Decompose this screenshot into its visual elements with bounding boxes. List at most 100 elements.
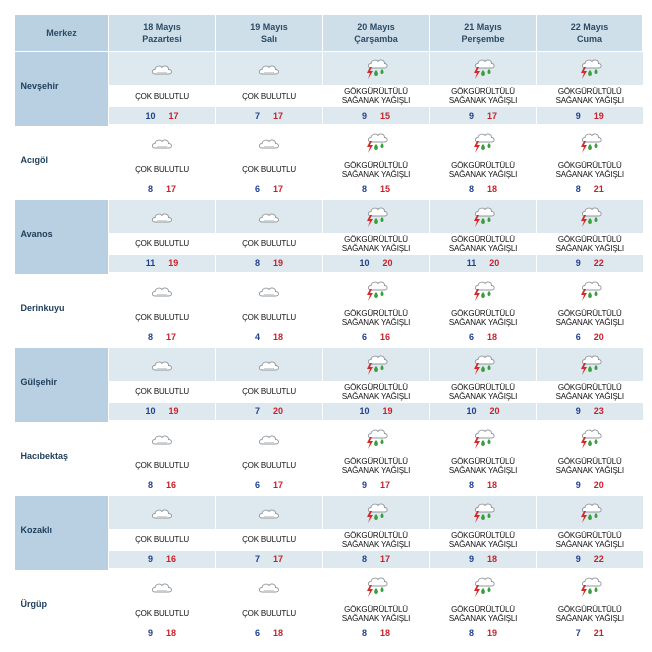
condition-line-2: SAĞANAK YAĞIŞLI: [341, 613, 411, 623]
thunderstorm-rain-icon: [474, 429, 495, 449]
condition-line-2: SAĞANAK YAĞIŞLI: [341, 391, 411, 401]
condition-line-1: GÖKGÜRÜLTÜLÜ: [344, 234, 408, 244]
weather-icon-area: [430, 199, 536, 233]
cloud-icon: [258, 65, 279, 75]
temperature-pair: 8 17: [109, 328, 215, 346]
condition-line-1: GÖKGÜRÜLTÜLÜ: [451, 456, 515, 466]
weather-icon-area: [323, 421, 429, 455]
condition-text: GÖKGÜRÜLTÜLÜ SAĞANAK YAĞIŞLI: [323, 232, 429, 255]
condition-label: ÇOK BULUTLU: [242, 461, 296, 470]
low-temp: 8: [575, 184, 581, 194]
condition-line-2: SAĞANAK YAĞIŞLI: [555, 539, 624, 549]
condition-text: ÇOK BULUTLU: [109, 85, 215, 107]
low-temp: 9: [361, 110, 367, 121]
weather-icon-area: [216, 273, 322, 307]
weather-icon-area: [537, 273, 643, 307]
condition-text: ÇOK BULUTLU: [216, 528, 322, 551]
forecast-cell: GÖKGÜRÜLTÜLÜ SAĞANAK YAĞIŞLI 7 21: [536, 569, 643, 644]
forecast-cell: GÖKGÜRÜLTÜLÜ SAĞANAK YAĞIŞLI 9 15: [322, 51, 430, 126]
low-temp: 10: [466, 406, 477, 416]
low-temp: 8: [254, 258, 260, 268]
day-weekday: Çarşamba: [354, 34, 398, 44]
thunderstorm-rain-icon: [580, 355, 602, 375]
header-day-5: 22 Mayıs Cuma: [536, 14, 643, 52]
forecast-row: Avanos ÇOK BULUTLU 11 19 ÇOK BULUTLU 8 19 GÖ…: [14, 199, 643, 274]
condition-text: GÖKGÜRÜLTÜLÜ SAĞANAK YAĞIŞLI: [323, 380, 429, 403]
high-temp: 18: [166, 628, 177, 638]
condition-label: GÖKGÜRÜLTÜLÜ SAĞANAK YAĞIŞLI: [449, 457, 517, 475]
low-temp: 8: [468, 628, 474, 638]
condition-label: ÇOK BULUTLU: [242, 91, 296, 101]
thunderstorm-rain-icon: [367, 207, 388, 227]
condition-line-2: SAĞANAK YAĞIŞLI: [448, 169, 518, 179]
high-temp: 17: [166, 184, 177, 194]
condition-text: ÇOK BULUTLU: [109, 306, 215, 329]
low-temp: 8: [468, 480, 474, 490]
condition-label: ÇOK BULUTLU: [135, 239, 189, 248]
forecast-cell: GÖKGÜRÜLTÜLÜ SAĞANAK YAĞIŞLI 9 17: [322, 421, 430, 496]
temperature-pair: 11 20: [430, 254, 536, 272]
condition-text: ÇOK BULUTLU: [216, 158, 322, 181]
low-temp: 7: [254, 406, 260, 416]
thunderstorm-rain-icon: [580, 207, 602, 227]
weather-icon-area: [109, 347, 215, 381]
temperature-pair: 9 18: [430, 550, 536, 568]
condition-label: ÇOK BULUTLU: [135, 609, 189, 618]
condition-text: ÇOK BULUTLU: [109, 158, 215, 181]
low-temp: 9: [575, 258, 581, 268]
cloud-icon: [258, 583, 279, 592]
condition-text: GÖKGÜRÜLTÜLÜ SAĞANAK YAĞIŞLI: [537, 158, 643, 181]
low-temp: 10: [145, 406, 156, 416]
condition-line-2: SAĞANAK YAĞIŞLI: [448, 243, 518, 253]
weather-icon-area: [430, 495, 536, 529]
city-cell: Gülşehir: [14, 347, 109, 422]
condition-label: GÖKGÜRÜLTÜLÜ SAĞANAK YAĞIŞLI: [449, 309, 517, 327]
condition-label: GÖKGÜRÜLTÜLÜ SAĞANAK YAĞIŞLI: [556, 87, 624, 105]
low-temp: 9: [468, 554, 474, 564]
temperature-pair: 9 18: [109, 624, 215, 642]
high-temp: 16: [166, 480, 177, 490]
temperature-pair: 6 17: [216, 180, 322, 198]
condition-label: GÖKGÜRÜLTÜLÜ SAĞANAK YAĞIŞLI: [556, 531, 624, 549]
condition-line-1: GÖKGÜRÜLTÜLÜ: [344, 456, 408, 466]
weather-icon-area: [537, 569, 643, 603]
day-date: 19 Mayıs: [250, 22, 288, 32]
weather-icon-area: [537, 495, 643, 529]
low-temp: 10: [145, 110, 156, 121]
condition-label: ÇOK BULUTLU: [242, 313, 296, 322]
header-row: Merkez 18 Mayıs Pazartesi 19 Mayıs Salı 20…: [14, 14, 643, 52]
condition-line-1: GÖKGÜRÜLTÜLÜ: [557, 308, 622, 318]
high-temp: 21: [593, 184, 604, 194]
condition-line-2: SAĞANAK YAĞIŞLI: [555, 96, 624, 105]
condition-text: GÖKGÜRÜLTÜLÜ SAĞANAK YAĞIŞLI: [430, 380, 536, 403]
temperature-pair: 9 16: [109, 550, 215, 568]
city-name: Gülşehir: [20, 376, 58, 387]
day-date: 21 Mayıs: [464, 22, 502, 32]
condition-text: GÖKGÜRÜLTÜLÜ SAĞANAK YAĞIŞLI: [430, 602, 536, 625]
thunderstorm-rain-icon: [367, 577, 388, 597]
high-temp: 17: [273, 480, 284, 490]
weather-icon-area: [537, 421, 643, 455]
temperature-pair: 10 19: [109, 402, 215, 420]
temperature-pair: 8 15: [323, 180, 429, 198]
header-day-1: 18 Mayıs Pazartesi: [108, 14, 216, 52]
condition-line-1: GÖKGÜRÜLTÜLÜ: [557, 456, 622, 466]
high-temp: 19: [382, 406, 393, 416]
low-temp: 8: [147, 332, 153, 342]
condition-line-2: SAĞANAK YAĞIŞLI: [341, 539, 411, 549]
high-temp: 17: [273, 184, 284, 194]
condition-text: GÖKGÜRÜLTÜLÜ SAĞANAK YAĞIŞLI: [323, 602, 429, 625]
low-temp: 8: [147, 184, 153, 194]
condition-text: GÖKGÜRÜLTÜLÜ SAĞANAK YAĞIŞLI: [537, 85, 643, 107]
high-temp: 17: [380, 554, 391, 564]
temperature-pair: 6 16: [323, 328, 429, 346]
condition-label: ÇOK BULUTLU: [242, 387, 296, 396]
condition-line-2: SAĞANAK YAĞIŞLI: [341, 169, 411, 179]
forecast-cell: ÇOK BULUTLU 10 19: [108, 347, 216, 422]
condition-text: GÖKGÜRÜLTÜLÜ SAĞANAK YAĞIŞLI: [323, 528, 429, 551]
weather-icon-area: [430, 52, 536, 85]
condition-label: GÖKGÜRÜLTÜLÜ SAĞANAK YAĞIŞLI: [556, 457, 624, 475]
condition-line-1: GÖKGÜRÜLTÜLÜ: [344, 530, 408, 540]
low-temp: 11: [466, 258, 477, 268]
temperature-pair: 8 18: [323, 624, 429, 642]
